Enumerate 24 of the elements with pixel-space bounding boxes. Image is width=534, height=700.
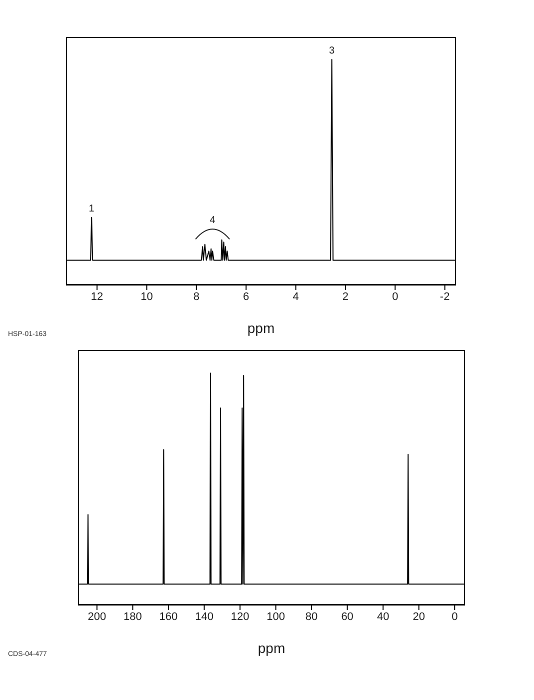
x-tick-label: 2 <box>342 290 349 303</box>
annotation: 4 <box>210 215 216 226</box>
x-tick-label: 4 <box>292 290 299 303</box>
x-tick-label: 6 <box>243 290 250 303</box>
x-axis-title: ppm <box>247 320 275 336</box>
x-tick-label: 20 <box>412 610 425 623</box>
x-axis-title: ppm <box>258 640 286 656</box>
x-tick-label: 0 <box>392 290 398 303</box>
annotation: 1 <box>88 203 95 214</box>
x-tick-label: 10 <box>140 290 153 303</box>
x-tick-label: 40 <box>376 610 390 623</box>
x-tick-label: 100 <box>266 610 285 623</box>
x-tick-label: 180 <box>124 610 142 623</box>
x-tick-label: 80 <box>305 610 318 623</box>
x-tick-label: 160 <box>159 610 178 623</box>
x-tick-label: 60 <box>341 610 354 623</box>
x-tick-label: 0 <box>452 610 458 623</box>
x-tick-label: 12 <box>90 290 104 303</box>
x-tick-label: 8 <box>193 290 200 303</box>
x-tick-label: 140 <box>195 610 214 623</box>
x-tick-label: 120 <box>230 610 250 623</box>
annotation: 3 <box>329 46 336 57</box>
x-tick-label: 200 <box>88 610 106 623</box>
x-tick-label: -2 <box>440 290 450 303</box>
